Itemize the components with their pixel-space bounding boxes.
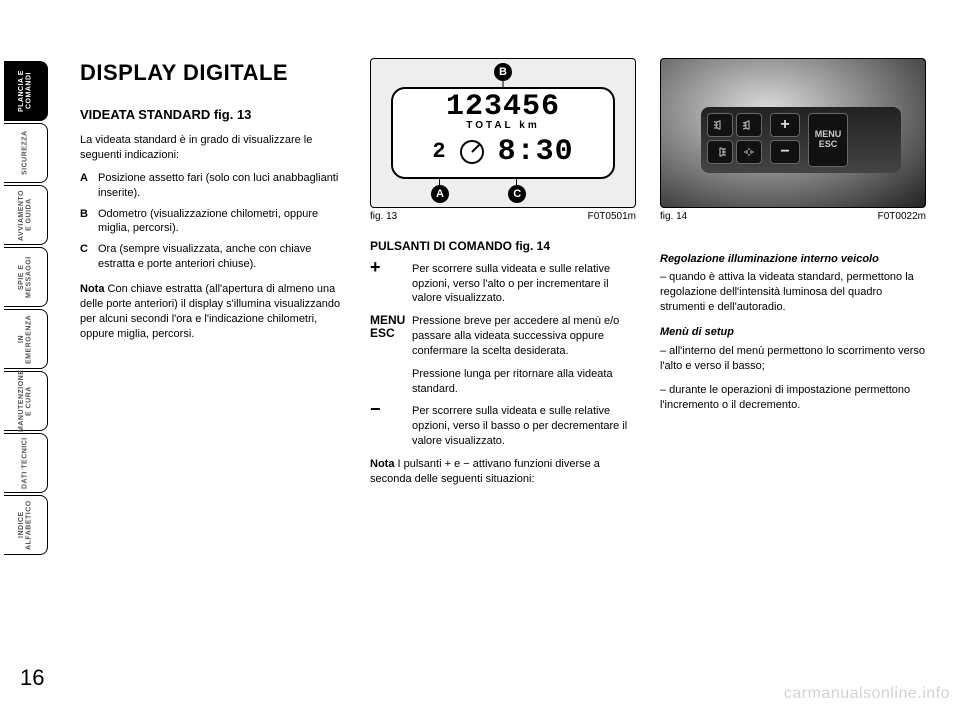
tab-plancia[interactable]: PLANCIA E COMANDI [4, 61, 48, 121]
lowbeam-icon [742, 119, 756, 131]
fig-code: F0T0501m [588, 210, 636, 224]
foglight-rear-icon [713, 146, 727, 158]
clock-value: 8:30 [498, 132, 574, 173]
note-label: Nota [370, 458, 394, 470]
definition-list: A Posizione assetto fari (solo con luci … [80, 171, 346, 272]
fig-label: fig. 13 [370, 210, 397, 224]
page-content: DISPLAY DIGITALE VIDEATA STANDARD fig. 1… [50, 0, 960, 709]
lcd-odometer-row: 123456 [446, 94, 560, 121]
menu-esc-button[interactable]: MENU ESC [808, 113, 848, 167]
para-setup-1: – all'interno del menù permettono lo sco… [660, 344, 926, 374]
cmd-val: Per scorrere sulla videata e sulle relat… [412, 262, 636, 307]
tab-label: SPIE E MESSAGGI [18, 250, 33, 304]
intro-text: La videata standard è in grado di visual… [80, 133, 346, 163]
callout-b: B [494, 63, 512, 81]
minus-button[interactable]: − [770, 140, 800, 164]
section-tabs: PLANCIA E COMANDI SICUREZZA AVVIAMENTO E… [0, 0, 50, 709]
figure-14: + − MENU ESC [660, 58, 926, 208]
foglight-front-btn[interactable] [707, 113, 733, 137]
esc-label: ESC [819, 140, 838, 150]
odometer-label: TOTAL km [466, 119, 539, 133]
subheading-setup: Menù di setup [660, 325, 926, 340]
lcd-display: 123456 TOTAL km 2 8:30 [391, 87, 615, 179]
callout-line [439, 179, 440, 185]
cmd-minus: − Per scorrere sulla videata e sulle rel… [370, 404, 636, 449]
tab-label: AVVIAMENTO E GUIDA [18, 188, 33, 242]
note-text: Con chiave estratta (all'apertura di alm… [80, 283, 340, 340]
def-key: B [80, 207, 98, 237]
tab-manutenzione[interactable]: MANUTENZIONE E CURA [4, 371, 48, 431]
figure-14-caption: fig. 14 F0T0022m [660, 210, 926, 224]
def-a: A Posizione assetto fari (solo con luci … [80, 171, 346, 201]
section-heading: VIDEATA STANDARD fig. 13 [80, 106, 346, 124]
tab-emergenza[interactable]: IN EMERGENZA [4, 309, 48, 369]
tab-label: IN EMERGENZA [18, 312, 33, 366]
control-panel: + − MENU ESC [701, 107, 901, 173]
foglight-rear-btn[interactable] [707, 140, 733, 164]
tab-sicurezza[interactable]: SICUREZZA [4, 123, 48, 183]
def-val: Posizione assetto fari (solo con luci an… [98, 171, 346, 201]
cmd-plus: + Per scorrere sulla videata e sulle rel… [370, 262, 636, 307]
page-title: DISPLAY DIGITALE [80, 58, 346, 88]
def-key: A [80, 171, 98, 201]
column-left: DISPLAY DIGITALE VIDEATA STANDARD fig. 1… [80, 58, 346, 699]
commands-heading: PULSANTI DI COMANDO fig. 14 [370, 238, 636, 254]
foglight-front-icon [713, 119, 727, 131]
figure-13: B 123456 TOTAL km 2 8:30 A C [370, 58, 636, 208]
cmd-key: MENU ESC [370, 314, 412, 359]
tab-spie[interactable]: SPIE E MESSAGGI [4, 247, 48, 307]
para-illum: – quando è attiva la videata standard, p… [660, 270, 926, 315]
cmd-menu-long: Pressione lunga per ritornare alla videa… [370, 367, 636, 397]
tab-label: SICUREZZA [22, 131, 30, 176]
cmd-key: + [370, 262, 412, 307]
cmd-key: − [370, 404, 412, 449]
light-buttons-left [707, 113, 762, 167]
tab-indice[interactable]: INDICE ALFABETICO [4, 495, 48, 555]
callout-line [516, 179, 517, 185]
headlamp-icon [460, 140, 484, 164]
tab-label: MANUTENZIONE E CURA [18, 370, 33, 432]
manual-page: PLANCIA E COMANDI SICUREZZA AVVIAMENTO E… [0, 0, 960, 709]
note: Nota I pulsanti + e − attivano funzioni … [370, 457, 636, 487]
def-key: C [80, 242, 98, 272]
note-label: Nota [80, 283, 104, 295]
page-number: 16 [20, 665, 44, 691]
def-c: C Ora (sempre visualizzata, anche con ch… [80, 242, 346, 272]
callout-a: A [431, 185, 449, 203]
fig-code: F0T0022m [878, 210, 926, 224]
column-right: + − MENU ESC fig. 14 F0T0022m Regolazion… [660, 58, 926, 699]
cmd-val: Per scorrere sulla videata e sulle relat… [412, 404, 636, 449]
def-val: Odometro (visualizzazione chilometri, op… [98, 207, 346, 237]
figure-13-caption: fig. 13 F0T0501m [370, 210, 636, 224]
tab-dati[interactable]: DATI TECNICI [4, 433, 48, 493]
note-text: I pulsanti + e − attivano funzioni diver… [370, 458, 600, 485]
sidelight-icon [742, 146, 756, 158]
tab-avviamento[interactable]: AVVIAMENTO E GUIDA [4, 185, 48, 245]
sidelight-btn[interactable] [736, 140, 762, 164]
def-b: B Odometro (visualizzazione chilometri, … [80, 207, 346, 237]
note: Nota Con chiave estratta (all'apertura d… [80, 282, 346, 341]
watermark: carmanualsonline.info [784, 685, 950, 703]
plus-button[interactable]: + [770, 113, 800, 137]
lcd-bottom-row: 2 8:30 [432, 132, 573, 173]
callout-c: C [508, 185, 526, 203]
odometer-value: 123456 [446, 94, 560, 121]
fig-label: fig. 14 [660, 210, 687, 224]
tab-label: INDICE ALFABETICO [18, 498, 33, 552]
cmd-val: Pressione lunga per ritornare alla videa… [412, 367, 636, 397]
tab-label: DATI TECNICI [22, 437, 30, 489]
subheading-illum: Regolazione illuminazione interno veicol… [660, 252, 926, 267]
lowbeam-btn[interactable] [736, 113, 762, 137]
plus-minus-buttons: + − [770, 113, 800, 167]
tab-label: PLANCIA E COMANDI [18, 64, 33, 118]
cmd-menu: MENU ESC Pressione breve per accedere al… [370, 314, 636, 359]
light-pos: 2 [432, 137, 445, 167]
cmd-val: Pressione breve per accedere al menù e/o… [412, 314, 636, 359]
def-val: Ora (sempre visualizzata, anche con chia… [98, 242, 346, 272]
column-middle: B 123456 TOTAL km 2 8:30 A C [370, 58, 636, 699]
para-setup-2: – durante le operazioni di impostazione … [660, 383, 926, 413]
cmd-key [370, 367, 412, 397]
